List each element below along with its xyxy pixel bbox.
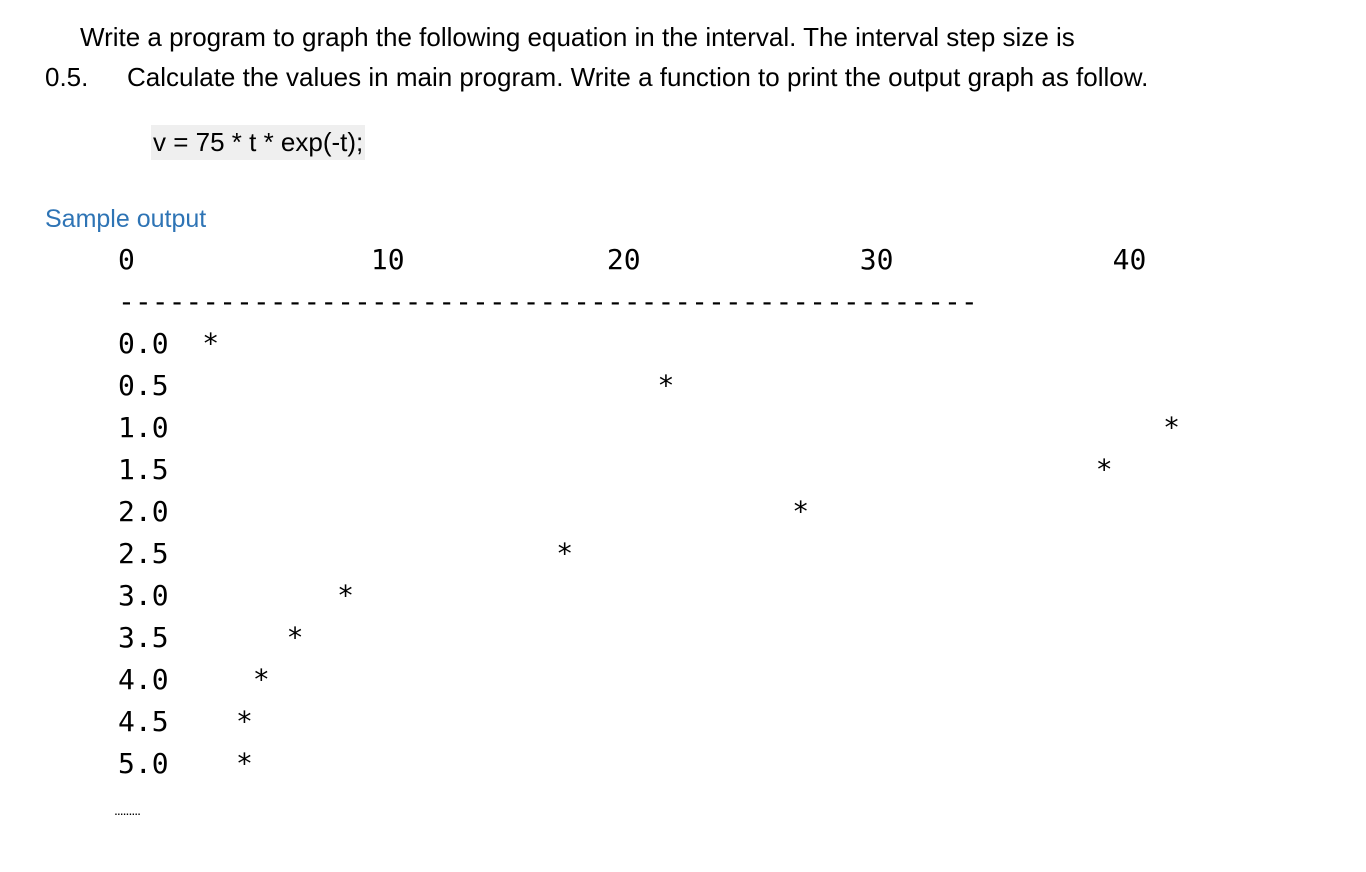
- section-heading: Sample output: [45, 205, 207, 233]
- output-line: 5.0 *: [118, 747, 253, 780]
- output-line: 0.0 *: [118, 327, 220, 360]
- output-line: 4.5 *: [118, 705, 253, 738]
- output-line: ----------------------------------------…: [118, 285, 978, 318]
- problem-line: Calculate the values in main program. Wr…: [127, 62, 1149, 92]
- sample-output: 0 10 20 30 40 ---------------------------…: [118, 239, 1180, 785]
- step-size: 0.5.: [45, 62, 89, 92]
- output-line: 4.0 *: [118, 663, 270, 696]
- output-line: 0 10 20 30 40: [118, 243, 1147, 276]
- output-line: 2.0 *: [118, 495, 810, 528]
- output-line: 1.5 *: [118, 453, 1113, 486]
- output-line: 3.5 *: [118, 621, 304, 654]
- ellipsis: .........: [114, 802, 141, 818]
- output-line: 3.0 *: [118, 579, 355, 612]
- output-line: 0.5 *: [118, 369, 675, 402]
- output-line: 2.5 *: [118, 537, 574, 570]
- problem-line: Write a program to graph the following e…: [80, 22, 1075, 52]
- output-line: 1.0 *: [118, 411, 1181, 444]
- equation: v = 75 * t * exp(-t);: [151, 125, 366, 160]
